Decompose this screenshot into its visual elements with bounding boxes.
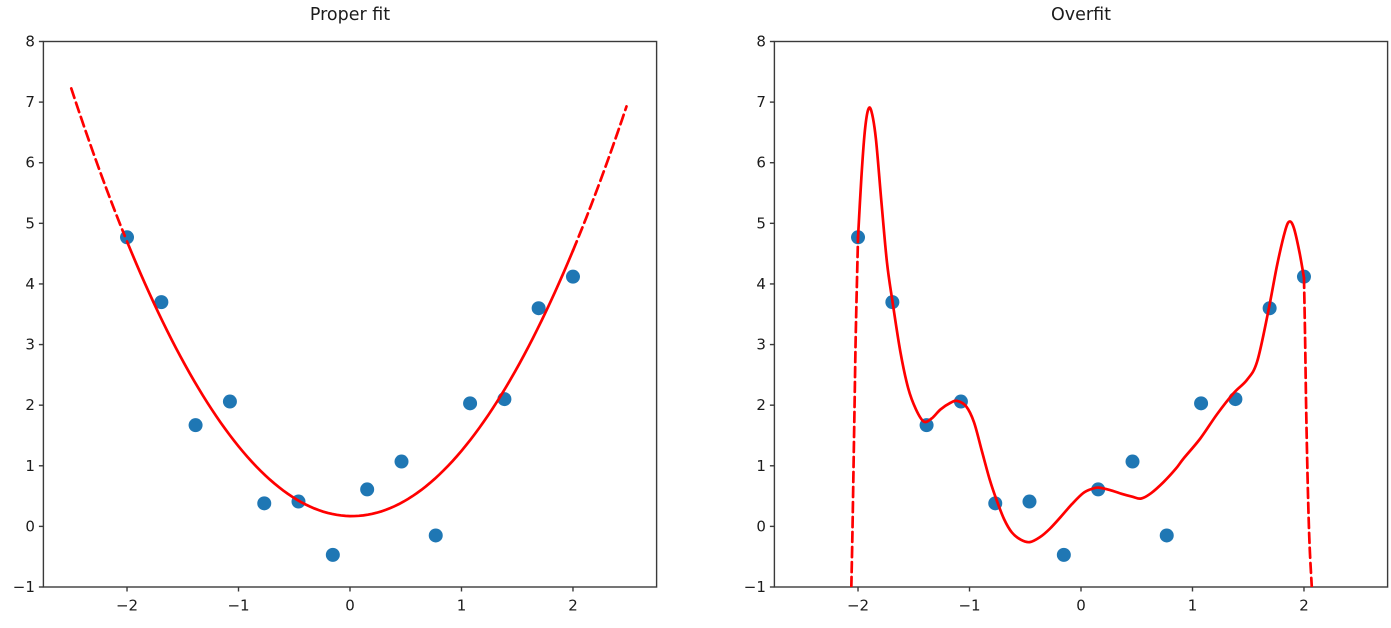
y-tick-label: 0 [756, 517, 766, 535]
fit-curve-dashed [69, 87, 127, 238]
data-point [565, 269, 580, 284]
data-point [360, 482, 375, 497]
data-point [1022, 494, 1037, 509]
data-point [222, 394, 237, 409]
y-tick-label: 3 [756, 336, 766, 354]
y-tick-label: 7 [25, 93, 35, 111]
data-point [1228, 392, 1243, 407]
x-tick-label: −1 [227, 597, 249, 615]
y-tick-label: 6 [756, 154, 766, 172]
y-tick-label: −1 [744, 578, 766, 596]
subplot-overfit: Overfit −2 −1 0 1 2 −1 0 1 2 3 4 5 6 7 8 [739, 0, 1391, 628]
y-tick-label: 1 [25, 457, 35, 475]
y-tick-label: 7 [756, 93, 766, 111]
data-point [325, 547, 340, 562]
data-point [1194, 396, 1209, 411]
axes-proper-fit: −2 −1 0 1 2 −1 0 1 2 3 4 5 6 7 8 [13, 33, 658, 615]
data-point [428, 528, 443, 543]
fit-curve-group [849, 106, 1314, 587]
fit-curve-dashed [571, 105, 628, 252]
y-tick-label: 8 [25, 33, 35, 51]
data-point [188, 418, 203, 433]
y-tick-label: 1 [756, 457, 766, 475]
y-tick-label: 3 [25, 336, 35, 354]
data-point [394, 454, 409, 469]
fit-curve-solid [856, 106, 1306, 544]
y-tick-label: 0 [25, 517, 35, 535]
plot-title-proper-fit: Proper fit [309, 5, 391, 25]
y-tick-label: 5 [25, 214, 35, 232]
data-point [154, 295, 169, 310]
y-tick-label: −1 [13, 578, 35, 596]
x-tick-label: −2 [116, 597, 138, 615]
y-tick-label: 8 [756, 33, 766, 51]
x-tick-label: 2 [1299, 597, 1309, 615]
data-point [1056, 547, 1071, 562]
data-point [463, 396, 478, 411]
data-point [1091, 482, 1106, 497]
plot-title-overfit: Overfit [1051, 5, 1111, 25]
data-point [257, 496, 272, 511]
fit-curve-solid [125, 240, 575, 518]
subplot-proper-fit: Proper fit −2 −1 0 1 2 −1 0 1 2 3 4 5 6 7 8 [8, 0, 692, 628]
x-tick-label: 1 [457, 597, 467, 615]
fit-curve-dashed [1302, 276, 1314, 587]
y-tick-label: 4 [25, 275, 35, 293]
x-tick-label: 0 [345, 597, 355, 615]
fit-curve-dashed [849, 235, 860, 587]
y-tick-label: 6 [25, 154, 35, 172]
x-tick-label: 0 [1076, 597, 1086, 615]
fit-curve-group [69, 87, 628, 518]
data-point [531, 301, 546, 316]
axes-frame [42, 40, 658, 588]
y-tick-label: 4 [756, 275, 766, 293]
y-tick-label: 2 [756, 396, 766, 414]
x-tick-label: 1 [1188, 597, 1198, 615]
x-tick-label: −1 [958, 597, 980, 615]
x-tick-label: 2 [568, 597, 578, 615]
y-tick-label: 5 [756, 214, 766, 232]
axes-overfit: −2 −1 0 1 2 −1 0 1 2 3 4 5 6 7 8 [744, 33, 1389, 615]
x-tick-label: −2 [847, 597, 869, 615]
data-point [1159, 528, 1174, 543]
data-point [1125, 454, 1140, 469]
y-tick-label: 2 [25, 396, 35, 414]
